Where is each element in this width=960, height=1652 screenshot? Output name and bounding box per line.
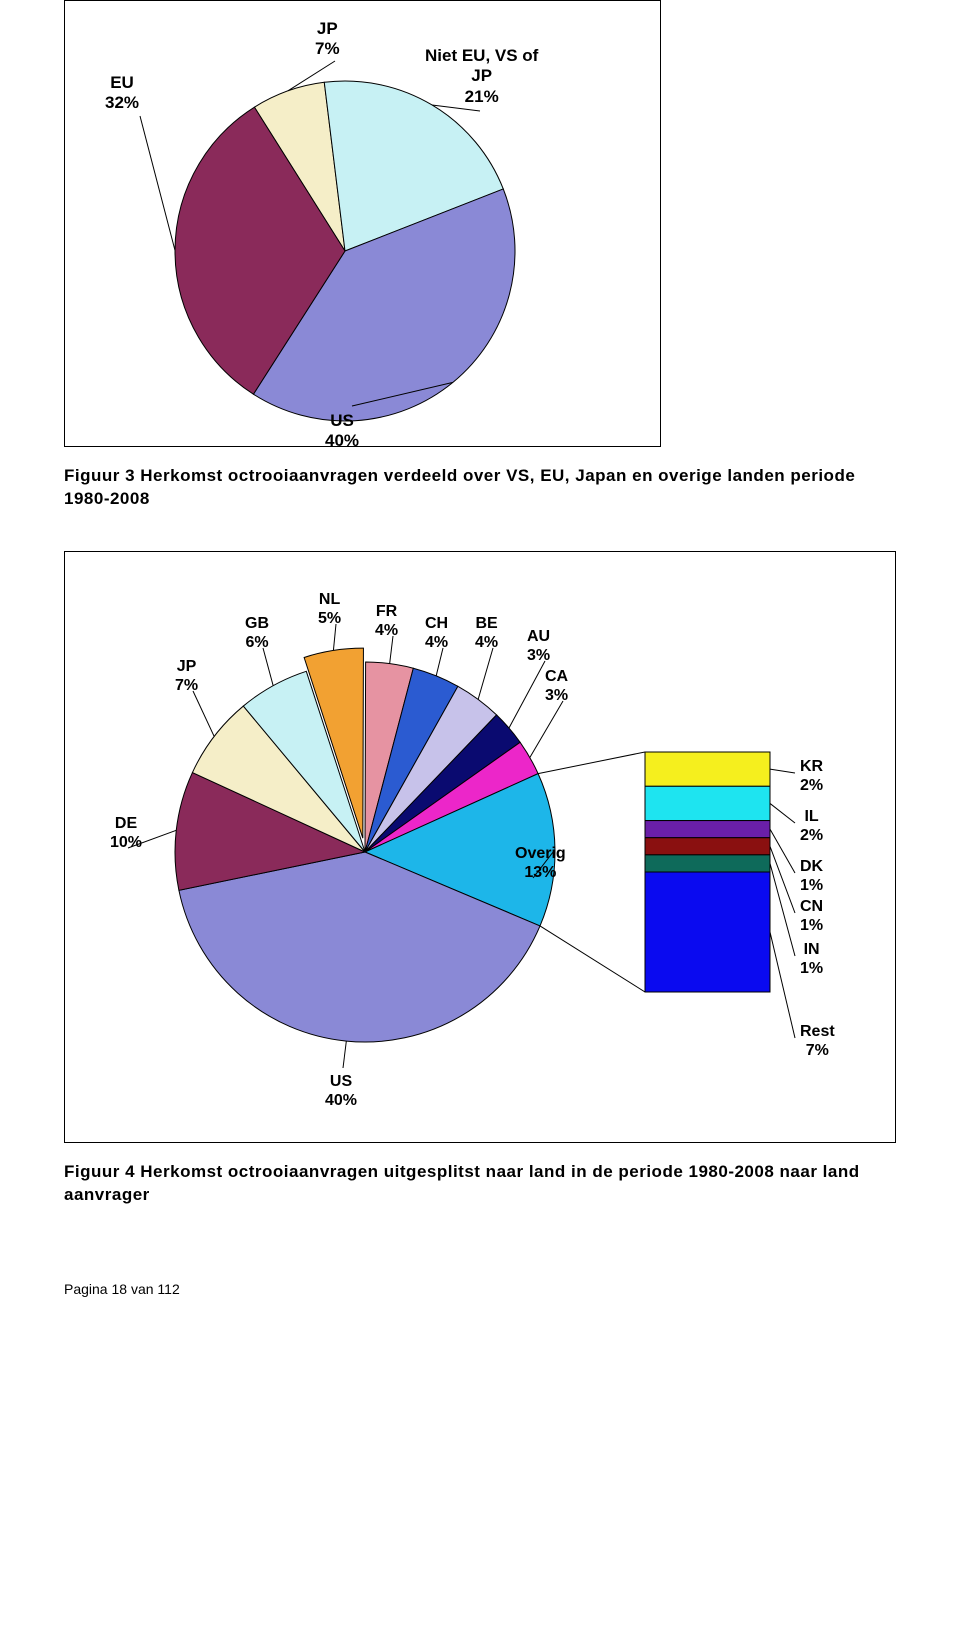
chart2-breakdown-connector-1 (540, 926, 645, 992)
chart2-container: NL5% FR4% CH4% BE4% AU3%CA3% Overig13% US40% DE… (64, 551, 896, 1143)
chart1-pie (65, 1, 660, 446)
chart2-leader-jp (193, 691, 214, 736)
chart1-label-eu: EU32% (105, 73, 139, 114)
chart2-breakdown-label-kr: KR2% (800, 757, 823, 795)
chart2-breakdown-label-cn: CN1% (800, 897, 823, 935)
chart2-leader-ca (530, 701, 563, 758)
chart1-label-jp: JP7% (315, 19, 340, 60)
chart2-label-us: US40% (325, 1072, 357, 1110)
chart2-label-ca: CA3% (545, 667, 568, 705)
chart2-breakdown-connector-0 (538, 752, 645, 774)
chart2-breakdown-cn (645, 838, 770, 855)
chart2-label-ch: CH4% (425, 614, 448, 652)
chart2-label-jp: JP7% (175, 657, 198, 695)
chart2-breakdown-rest (645, 872, 770, 992)
chart2-label-nl: NL5% (318, 590, 341, 628)
page: JP7% Niet EU, VS ofJP21% US40% EU32% Figuur… (0, 0, 960, 1327)
chart2-leader-gb (263, 648, 273, 686)
chart1-container: JP7%Niet EU, VS ofJP21%US40%EU32% (64, 0, 661, 447)
chart1-leader-eu (140, 116, 175, 250)
chart1-label-niet: Niet EU, VS ofJP21% (425, 46, 538, 107)
chart2-breakdown-dk (645, 820, 770, 837)
page-footer: Pagina 18 van 112 (64, 1281, 180, 1297)
chart2-label-be: BE4% (475, 614, 498, 652)
chart2-breakdown-kr (645, 752, 770, 786)
chart2-breakdown-leader-il (770, 803, 795, 823)
chart2-breakdown-label-rest: Rest7% (800, 1022, 835, 1060)
chart2-breakdown-leader-in (770, 863, 795, 956)
chart2-label-gb: GB6% (245, 614, 269, 652)
chart2-breakdown-leader-dk (770, 829, 795, 873)
chart2-label-overig: Overig13% (515, 844, 566, 882)
chart2-label-au: AU3% (527, 627, 550, 665)
chart2-leader-au (509, 661, 545, 728)
chart2-breakdown-label-dk: DK1% (800, 857, 823, 895)
caption-fig4: Figuur 4 Herkomst octrooiaanvragen uitge… (64, 1161, 896, 1207)
chart2-breakdown-il (645, 786, 770, 820)
chart2-breakdown-label-il: IL2% (800, 807, 823, 845)
chart2-label-de: DE10% (110, 814, 142, 852)
chart2-leader-us (343, 1041, 346, 1068)
chart2-breakdown-leader-cn (770, 846, 795, 913)
chart2-breakdown-leader-rest (770, 932, 795, 1038)
chart2-breakdown-in (645, 855, 770, 872)
chart2-breakdown-label-in: IN1% (800, 940, 823, 978)
chart2-leader-be (478, 648, 493, 699)
chart2-label-fr: FR4% (375, 602, 398, 640)
caption-fig3: Figuur 3 Herkomst octrooiaanvragen verde… (64, 465, 896, 511)
chart2-breakdown-leader-kr (770, 769, 795, 773)
chart1-label-us: US40% (325, 411, 359, 452)
